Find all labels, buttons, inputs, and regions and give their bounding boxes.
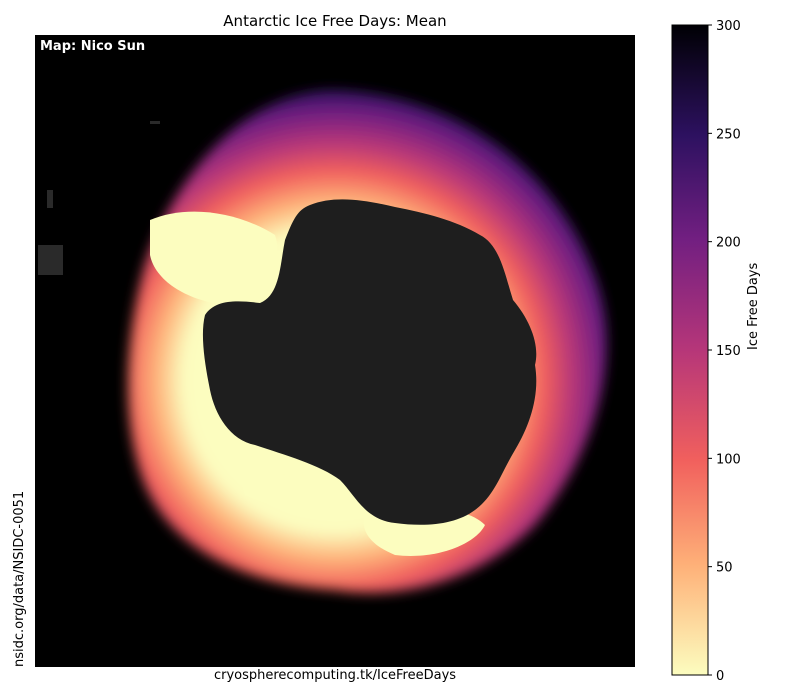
source-bottom: cryospherecomputing.tk/IceFreeDays [213, 668, 457, 683]
island [38, 245, 63, 275]
colorbar-tick-label: 50 [716, 561, 733, 576]
colorbar-tick-label: 0 [716, 669, 724, 684]
colorbar-label: Ice Free Days [746, 262, 761, 350]
island [47, 190, 53, 208]
map-credit: Map: Nico Sun [40, 39, 146, 54]
island [150, 121, 160, 124]
colorbar-tick-label: 150 [716, 344, 741, 359]
colorbar-tick-label: 100 [716, 452, 741, 467]
ice-weddell [150, 211, 278, 305]
colorbar: 0 50 100 150 200 250 300 [671, 19, 741, 684]
colorbar-tick-label: 300 [716, 19, 741, 34]
map-title: Antarctic Ice Free Days: Mean [223, 12, 447, 30]
ice-amundsen [235, 465, 335, 511]
antarctica-landmass [202, 199, 537, 525]
antarctic-map [35, 35, 635, 667]
source-left: nsidc.org/data/NSIDC-0051 [12, 490, 27, 667]
colorbar-tick-label: 250 [716, 127, 741, 142]
colorbar-tick-label: 200 [716, 236, 741, 251]
colorbar-gradient [671, 24, 709, 676]
